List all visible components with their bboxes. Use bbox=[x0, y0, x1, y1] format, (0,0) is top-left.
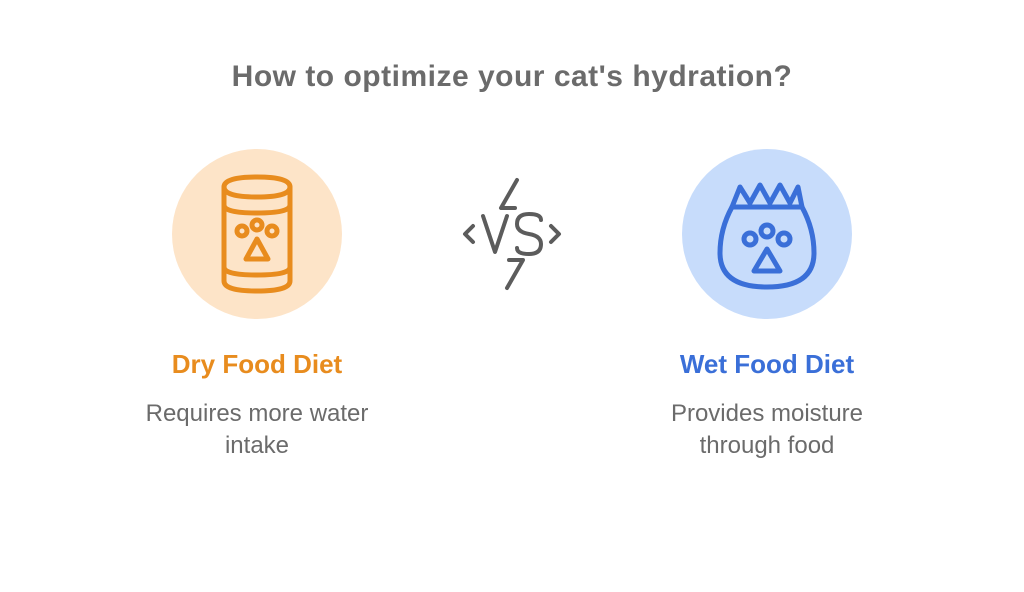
left-option: Dry Food Diet Requires more water intake bbox=[97, 149, 417, 463]
wet-food-pouch-icon bbox=[702, 169, 832, 299]
right-title: Wet Food Diet bbox=[680, 349, 854, 380]
left-title: Dry Food Diet bbox=[172, 349, 342, 380]
right-option: Wet Food Diet Provides moisture through … bbox=[607, 149, 927, 463]
left-icon-circle bbox=[172, 149, 342, 319]
vs-icon bbox=[457, 174, 567, 294]
infographic-title: How to optimize your cat's hydration? bbox=[232, 60, 793, 94]
vs-separator bbox=[457, 149, 567, 319]
dry-food-can-icon bbox=[202, 169, 312, 299]
right-description: Provides moisture through food bbox=[627, 398, 907, 463]
left-description: Requires more water intake bbox=[117, 398, 397, 463]
right-icon-circle bbox=[682, 149, 852, 319]
comparison-row: Dry Food Diet Requires more water intake bbox=[0, 149, 1024, 463]
